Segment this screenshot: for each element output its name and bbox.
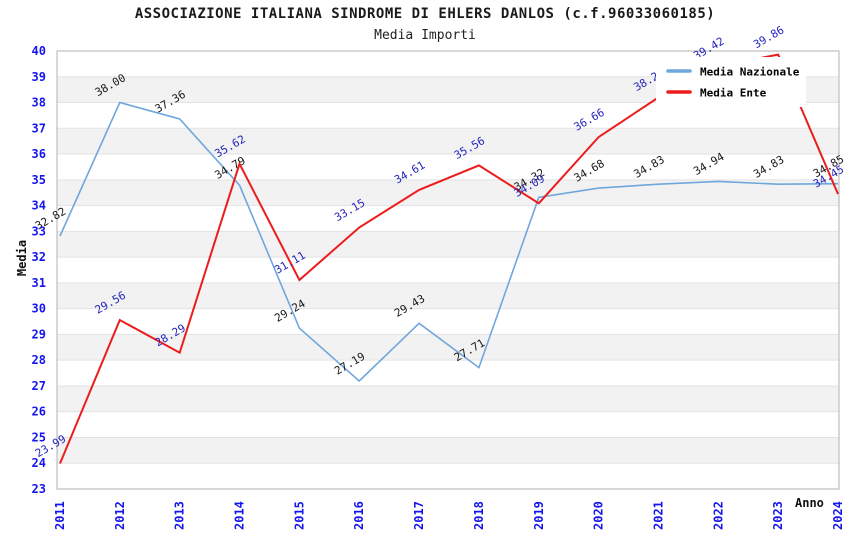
x-tick-label: 2021 — [652, 501, 666, 530]
x-tick-label: 2017 — [412, 501, 426, 530]
data-label: 34.83 — [632, 153, 667, 181]
x-tick-label: 2011 — [53, 501, 67, 530]
y-tick-label: 28 — [32, 353, 46, 367]
y-tick-label: 27 — [32, 379, 46, 393]
plot-band — [57, 385, 839, 412]
x-tick-label: 2019 — [532, 501, 546, 530]
plot-band — [57, 179, 839, 206]
x-tick-label: 2023 — [771, 501, 785, 530]
y-tick-label: 40 — [32, 44, 46, 58]
y-tick-label: 35 — [32, 173, 46, 187]
plot-band — [57, 282, 839, 309]
x-tick-label: 2012 — [113, 501, 127, 530]
x-tick-label: 2013 — [173, 501, 187, 530]
y-tick-label: 26 — [32, 405, 46, 419]
legend — [656, 57, 806, 107]
y-tick-label: 38 — [32, 96, 46, 110]
x-tick-label: 2022 — [711, 501, 725, 530]
legend-label-media-nazionale: Media Nazionale — [700, 66, 800, 79]
y-tick-label: 24 — [32, 456, 46, 470]
chart-title: ASSOCIAZIONE ITALIANA SINDROME DI EHLERS… — [134, 6, 716, 22]
y-tick-label: 25 — [32, 430, 46, 444]
y-tick-label: 33 — [32, 224, 46, 238]
data-label: 39.86 — [751, 23, 786, 51]
y-tick-label: 29 — [32, 327, 46, 341]
y-tick-label: 31 — [32, 276, 46, 290]
y-tick-label: 39 — [32, 70, 46, 84]
plot-band — [57, 231, 839, 258]
x-tick-label: 2016 — [352, 501, 366, 530]
x-tick-label: 2015 — [292, 501, 306, 530]
y-tick-label: 30 — [32, 302, 46, 316]
data-label: 34.83 — [751, 153, 786, 181]
series-line-media-nazionale — [59, 101, 839, 383]
y-tick-label: 32 — [32, 250, 46, 264]
x-tick-label: 2024 — [831, 501, 845, 530]
plot-border — [56, 50, 840, 490]
x-tick-label: 2018 — [472, 501, 486, 530]
x-tick-label: 2020 — [592, 501, 606, 530]
plot-band — [57, 334, 839, 361]
chart-subtitle: Media Importi — [374, 28, 476, 43]
legend-label-media-ente: Media Ente — [700, 87, 767, 100]
x-axis-title: Anno — [795, 496, 824, 510]
y-tick-label: 34 — [32, 199, 46, 213]
plot-band — [57, 128, 839, 155]
y-axis-title: Media — [15, 240, 29, 276]
y-tick-label: 36 — [32, 147, 46, 161]
y-tick-label: 37 — [32, 121, 46, 135]
x-tick-label: 2014 — [233, 501, 247, 530]
plot-band — [57, 437, 839, 464]
y-tick-label: 23 — [32, 482, 46, 496]
